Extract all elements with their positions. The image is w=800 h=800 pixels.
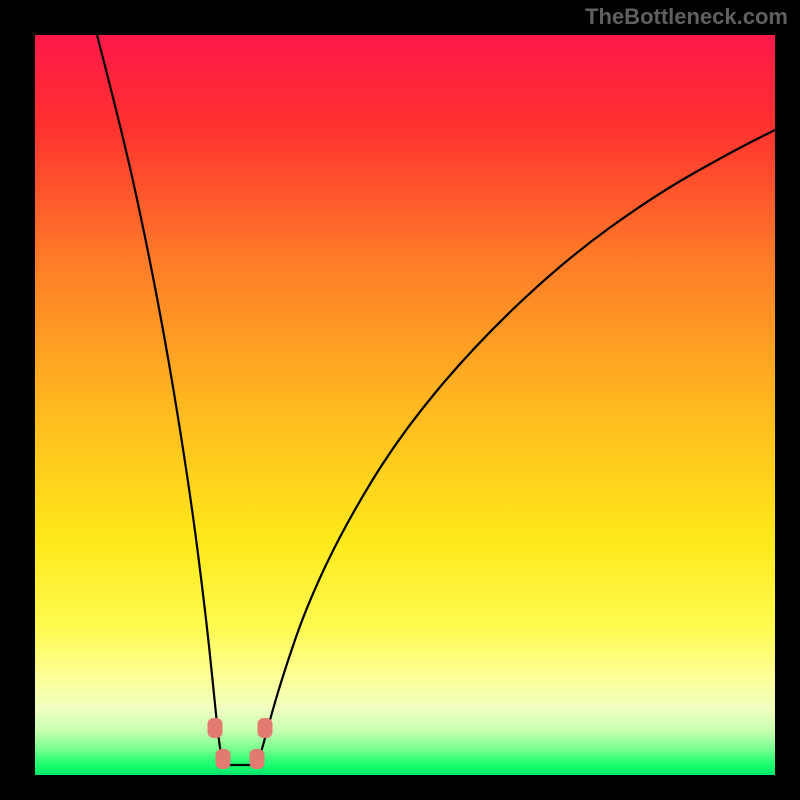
curve-layer (35, 35, 775, 775)
watermark-text: TheBottleneck.com (585, 4, 788, 30)
plot-area (35, 35, 775, 775)
curve-marker (208, 718, 223, 738)
bottleneck-curve (97, 35, 775, 765)
curve-marker (258, 718, 273, 738)
curve-marker (250, 749, 265, 769)
curve-marker (216, 749, 231, 769)
